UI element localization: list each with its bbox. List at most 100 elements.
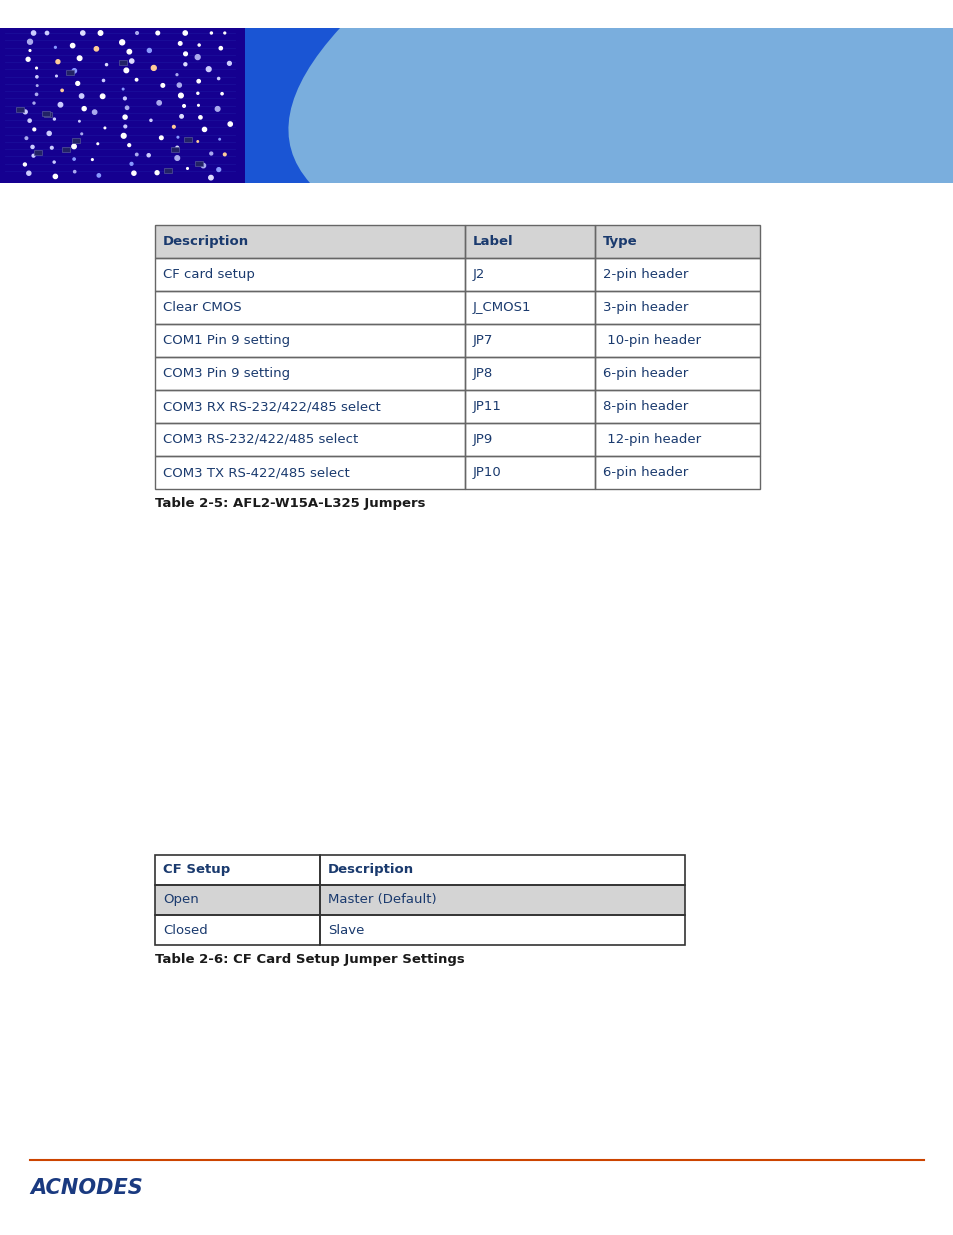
Circle shape [28,119,31,122]
Circle shape [26,57,30,62]
Text: Open: Open [163,893,198,906]
Text: COM3 RX RS-232/422/485 select: COM3 RX RS-232/422/485 select [163,400,380,412]
Text: 6-pin header: 6-pin header [602,367,687,380]
Text: Closed: Closed [163,924,208,936]
Bar [154,456,464,489]
Circle shape [33,103,35,104]
Text: Type: Type [602,235,637,248]
Circle shape [79,94,84,99]
Circle shape [51,147,53,149]
Circle shape [124,125,127,128]
Text: Description: Description [328,863,414,877]
Circle shape [32,128,35,131]
Circle shape [175,146,178,149]
Circle shape [73,170,76,173]
Text: J2: J2 [473,268,485,282]
Bar [154,456,760,489]
Bar [595,456,760,489]
Circle shape [71,144,76,148]
Text: J_CMOS1: J_CMOS1 [473,301,531,314]
Bar [154,225,464,258]
Bar [464,324,595,357]
Circle shape [58,103,63,107]
Circle shape [155,31,159,35]
Circle shape [81,133,83,135]
Circle shape [78,121,80,122]
Circle shape [121,133,126,138]
Bar [154,915,684,945]
Circle shape [172,126,175,128]
Circle shape [147,48,152,52]
Circle shape [135,153,138,156]
Circle shape [201,163,205,168]
Circle shape [130,163,132,165]
Circle shape [47,131,51,136]
Text: 2-pin header: 2-pin header [602,268,688,282]
Text: JP11: JP11 [473,400,501,412]
Text: 10-pin header: 10-pin header [602,333,700,347]
Circle shape [100,94,105,99]
Bar [595,390,760,424]
Circle shape [36,75,38,78]
Bar [42,111,51,116]
Circle shape [219,47,222,49]
Circle shape [178,93,183,98]
Bar [184,137,193,142]
Circle shape [183,105,185,107]
Bar [0,28,953,183]
Bar [154,258,464,291]
Circle shape [123,115,127,119]
Bar [154,424,760,456]
Text: ACNODES: ACNODES [30,1178,143,1198]
Circle shape [209,175,213,180]
Bar [319,885,684,915]
Circle shape [147,153,150,157]
Circle shape [32,154,35,157]
Circle shape [202,127,207,131]
Circle shape [221,93,223,95]
Bar [464,291,595,324]
Circle shape [81,31,85,35]
Circle shape [228,122,233,126]
Circle shape [72,158,75,161]
Text: Master (Default): Master (Default) [328,893,436,906]
Text: Label: Label [473,235,513,248]
Circle shape [177,83,181,88]
Circle shape [197,79,200,83]
Bar [154,390,464,424]
Bar [164,168,172,173]
Circle shape [176,74,177,75]
Circle shape [30,146,34,148]
Bar [154,424,464,456]
Circle shape [27,172,30,175]
Circle shape [119,40,125,44]
Circle shape [218,138,220,140]
Circle shape [206,67,211,72]
Circle shape [217,78,219,79]
Circle shape [97,143,98,144]
Circle shape [150,120,152,121]
Bar [154,885,684,915]
Text: JP7: JP7 [473,333,493,347]
Circle shape [152,65,156,70]
Text: 3-pin header: 3-pin header [602,301,688,314]
Circle shape [174,156,179,161]
Circle shape [92,110,96,115]
Bar [154,885,319,915]
Circle shape [128,143,131,147]
Circle shape [82,106,86,111]
Circle shape [195,54,200,59]
Text: COM3 RS-232/422/485 select: COM3 RS-232/422/485 select [163,433,358,446]
Circle shape [123,98,126,100]
Text: 8-pin header: 8-pin header [602,400,687,412]
Bar [67,70,74,75]
Bar [194,162,202,167]
Circle shape [53,174,57,179]
Circle shape [155,170,159,174]
Circle shape [215,106,220,111]
Text: Slave: Slave [328,924,364,936]
Circle shape [122,88,124,90]
Bar [464,258,595,291]
Bar [154,915,319,945]
Circle shape [178,42,182,46]
